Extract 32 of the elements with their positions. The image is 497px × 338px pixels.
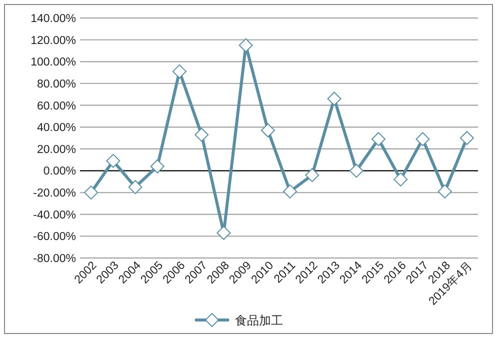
y-tick-label: 20.00% <box>36 144 76 156</box>
point <box>305 168 320 182</box>
point <box>106 154 120 168</box>
point <box>283 184 298 198</box>
point <box>372 132 386 146</box>
y-tick-label: -40.00% <box>33 209 76 222</box>
point <box>150 159 164 174</box>
legend-label: 食品加工 <box>235 314 283 328</box>
point <box>260 123 275 138</box>
y-tick-label: -80.00% <box>33 253 76 265</box>
point <box>416 132 430 146</box>
y-tick-label: 80.00% <box>36 78 76 90</box>
point <box>194 128 209 142</box>
point <box>460 131 474 145</box>
y-tick-label: -60.00% <box>33 231 76 244</box>
point <box>349 164 364 178</box>
point <box>238 38 253 52</box>
point <box>128 180 142 194</box>
legend: 食品加工 <box>195 312 283 328</box>
y-tick-label: 40.00% <box>36 122 76 134</box>
y-tick-label: 60.00% <box>36 100 76 112</box>
y-tick-label: 120.00% <box>30 34 76 47</box>
point <box>327 92 342 106</box>
y-tick-label: 0.00% <box>43 166 76 178</box>
point <box>438 184 452 198</box>
point <box>216 226 231 240</box>
y-tick-label: 100.00% <box>30 56 76 69</box>
y-tick-label: 140.00% <box>30 13 76 25</box>
y-tick-label: -20.00% <box>33 188 76 200</box>
point <box>394 172 408 186</box>
point <box>172 64 186 78</box>
point <box>84 186 98 200</box>
